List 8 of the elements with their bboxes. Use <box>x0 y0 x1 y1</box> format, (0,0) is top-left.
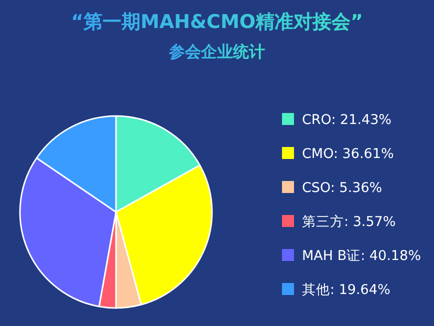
legend-label: CSO: 5.36% <box>302 180 382 196</box>
legend-label: 其他: 19.64% <box>302 282 390 298</box>
legend-label: CRO: 21.43% <box>302 112 392 128</box>
chart-title: “第一期MAH&CMO精准对接会” <box>70 11 364 33</box>
chart-subtitle: 参会企业统计 <box>168 42 265 61</box>
legend-label: 第三方: 3.57% <box>302 214 396 230</box>
legend-label: MAH B证: 40.18% <box>302 248 422 264</box>
legend-label: CMO: 36.61% <box>302 146 394 162</box>
